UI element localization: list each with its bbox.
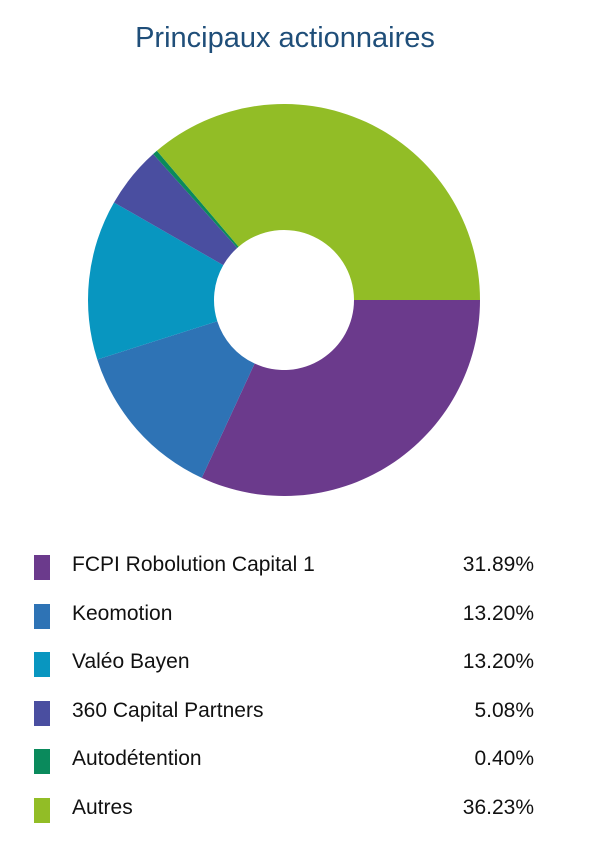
legend-label: 360 Capital Partners <box>72 698 264 722</box>
legend-item: Keomotion 13.20% <box>34 594 544 643</box>
legend-item: Valéo Bayen 13.20% <box>34 642 544 691</box>
pie-slice-3 <box>88 202 224 360</box>
chart-legend: FCPI Robolution Capital 1 31.89% Keomotion… <box>34 545 544 837</box>
chart-title: Principaux actionnaires <box>135 22 435 54</box>
legend-swatch <box>34 603 50 629</box>
legend-value: 13.20% <box>462 601 534 625</box>
legend-swatch <box>34 652 50 678</box>
legend-swatch <box>34 797 50 823</box>
legend-swatch <box>34 749 50 775</box>
legend-value: 0.40% <box>474 747 534 771</box>
legend-swatch <box>34 700 50 726</box>
legend-label: Valéo Bayen <box>72 650 190 674</box>
legend-item: Autres 36.23% <box>34 788 544 837</box>
legend-label: Autodétention <box>72 747 202 771</box>
legend-item: FCPI Robolution Capital 1 31.89% <box>34 545 544 594</box>
pie-slice-6 <box>156 104 480 300</box>
pie-slice-4 <box>113 154 238 266</box>
legend-label: FCPI Robolution Capital 1 <box>72 553 315 576</box>
legend-value: 5.08% <box>474 698 534 722</box>
donut-chart <box>88 104 480 496</box>
legend-item: 360 Capital Partners 5.08% <box>34 691 544 740</box>
legend-label: Keomotion <box>72 601 173 625</box>
legend-label: Autres <box>72 795 133 819</box>
legend-value: 36.23% <box>462 795 534 819</box>
pie-slice-2 <box>97 321 255 478</box>
legend-value: 13.20% <box>462 650 534 674</box>
legend-value: 31.89% <box>462 553 534 576</box>
pie-slice-5 <box>153 150 239 248</box>
pie-slice-1 <box>201 300 480 496</box>
legend-swatch <box>34 555 50 580</box>
legend-item: Autodétention 0.40% <box>34 739 544 788</box>
